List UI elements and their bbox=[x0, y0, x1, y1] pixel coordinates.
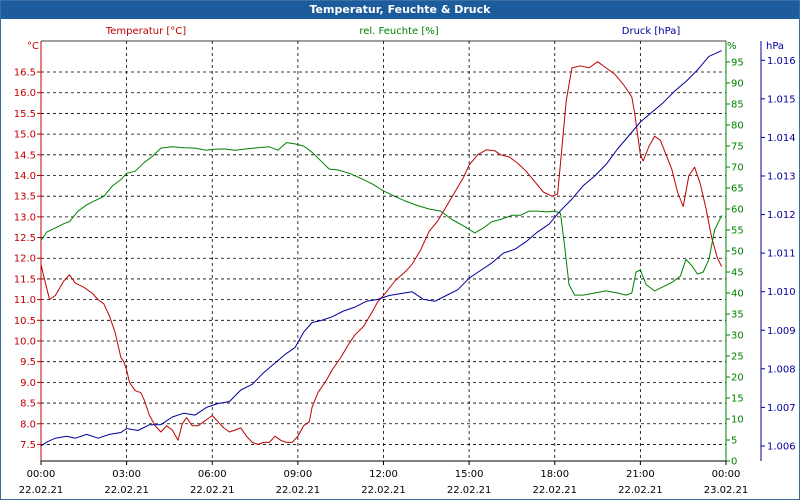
legend-temperature: Temperatur [°C] bbox=[105, 26, 186, 37]
humidity-tick-label: 15 bbox=[731, 394, 744, 405]
humidity-tick-label: 75 bbox=[731, 142, 744, 153]
x-tick-time: 15:00 bbox=[455, 469, 484, 480]
temperature-unit-label: °C bbox=[27, 41, 39, 52]
humidity-tick-label: 50 bbox=[731, 247, 744, 258]
pressure-tick-label: 1.008 bbox=[767, 364, 796, 375]
temperature-tick-label: 15.0 bbox=[14, 130, 36, 141]
pressure-line bbox=[40, 50, 722, 447]
legend-pressure: Druck [hPa] bbox=[622, 26, 681, 37]
temperature-tick-label: 12.0 bbox=[14, 254, 36, 265]
humidity-tick-label: 20 bbox=[731, 373, 744, 384]
pressure-tick-label: 1.014 bbox=[767, 133, 796, 144]
pressure-tick-label: 1.009 bbox=[767, 326, 796, 337]
humidity-tick-label: 60 bbox=[731, 205, 744, 216]
humidity-tick-label: 80 bbox=[731, 121, 744, 132]
pressure-tick-label: 1.016 bbox=[767, 56, 796, 67]
x-tick-time: 12:00 bbox=[369, 469, 398, 480]
temperature-tick-label: 16.0 bbox=[14, 88, 36, 99]
window-title: Temperatur, Feuchte & Druck bbox=[1, 1, 799, 19]
x-tick-time: 21:00 bbox=[626, 469, 655, 480]
temperature-tick-label: 11.5 bbox=[14, 274, 36, 285]
humidity-tick-label: 65 bbox=[731, 184, 744, 195]
x-tick-date: 22.02.21 bbox=[276, 485, 321, 496]
humidity-tick-label: 10 bbox=[731, 415, 744, 426]
temperature-line bbox=[40, 61, 723, 445]
temperature-tick-label: 14.5 bbox=[14, 150, 36, 161]
x-tick-time: 06:00 bbox=[198, 469, 227, 480]
pressure-tick-label: 1.012 bbox=[767, 210, 796, 221]
x-tick-time: 09:00 bbox=[283, 469, 312, 480]
x-tick-date: 22.02.21 bbox=[190, 485, 235, 496]
temperature-tick-label: 9.0 bbox=[20, 378, 36, 389]
series-lines bbox=[40, 50, 723, 447]
x-tick-date: 22.02.21 bbox=[618, 485, 663, 496]
temperature-tick-label: 10.0 bbox=[14, 337, 36, 348]
x-tick-time: 00:00 bbox=[27, 469, 56, 480]
temperature-tick-label: 13.0 bbox=[14, 212, 36, 223]
humidity-unit-label: % bbox=[727, 41, 737, 52]
temperature-tick-label: 15.5 bbox=[14, 109, 36, 120]
x-tick-time: 00:00 bbox=[712, 469, 741, 480]
humidity-tick-label: 95 bbox=[731, 58, 744, 69]
pressure-tick-label: 1.011 bbox=[767, 249, 796, 260]
temperature-tick-label: 10.5 bbox=[14, 316, 36, 327]
temperature-tick-label: 14.0 bbox=[14, 171, 36, 182]
pressure-tick-label: 1.007 bbox=[767, 403, 796, 414]
x-tick-date: 22.02.21 bbox=[447, 485, 492, 496]
humidity-tick-label: 25 bbox=[731, 352, 744, 363]
x-tick-date: 22.02.21 bbox=[19, 485, 64, 496]
humidity-line bbox=[40, 142, 723, 296]
axes: 7.5 8.0 8.5 9.0 9.5 10.0 10.5 11.0 11.5 12.0 12.5 1… bbox=[14, 40, 796, 496]
humidity-tick-label: 90 bbox=[731, 79, 744, 90]
pressure-tick-label: 1.015 bbox=[767, 94, 796, 105]
axis-labels: Temperatur [°C] rel. Feuchte [%] Druck [… bbox=[27, 26, 784, 52]
pressure-tick-label: 1.013 bbox=[767, 171, 796, 182]
temperature-tick-label: 9.5 bbox=[20, 357, 36, 368]
x-tick-date: 23.02.21 bbox=[704, 485, 749, 496]
legend-humidity: rel. Feuchte [%] bbox=[359, 26, 438, 37]
grid bbox=[41, 41, 726, 461]
x-tick-time: 18:00 bbox=[540, 469, 569, 480]
humidity-tick-label: 35 bbox=[731, 310, 744, 321]
temperature-tick-label: 16.5 bbox=[14, 68, 36, 79]
humidity-tick-label: 5 bbox=[731, 436, 737, 447]
humidity-tick-label: 55 bbox=[731, 226, 744, 237]
x-tick-date: 22.02.21 bbox=[104, 485, 149, 496]
temperature-tick-label: 7.5 bbox=[20, 440, 36, 451]
humidity-tick-label: 70 bbox=[731, 163, 744, 174]
humidity-tick-label: 85 bbox=[731, 100, 744, 111]
humidity-tick-label: 40 bbox=[731, 289, 744, 300]
pressure-unit-label: hPa bbox=[766, 41, 784, 52]
temperature-tick-label: 13.5 bbox=[14, 192, 36, 203]
x-tick-time: 03:00 bbox=[112, 469, 141, 480]
x-tick-date: 22.02.21 bbox=[361, 485, 406, 496]
temperature-tick-label: 12.5 bbox=[14, 233, 36, 244]
x-tick-date: 22.02.21 bbox=[532, 485, 577, 496]
humidity-tick-label: 0 bbox=[731, 457, 737, 468]
temperature-tick-label: 8.5 bbox=[20, 399, 36, 410]
pressure-tick-label: 1.010 bbox=[767, 287, 796, 298]
humidity-tick-label: 45 bbox=[731, 268, 744, 279]
humidity-tick-label: 30 bbox=[731, 331, 744, 342]
pressure-tick-label: 1.006 bbox=[767, 441, 796, 452]
temperature-tick-label: 8.0 bbox=[20, 419, 36, 430]
temperature-tick-label: 11.0 bbox=[14, 295, 36, 306]
